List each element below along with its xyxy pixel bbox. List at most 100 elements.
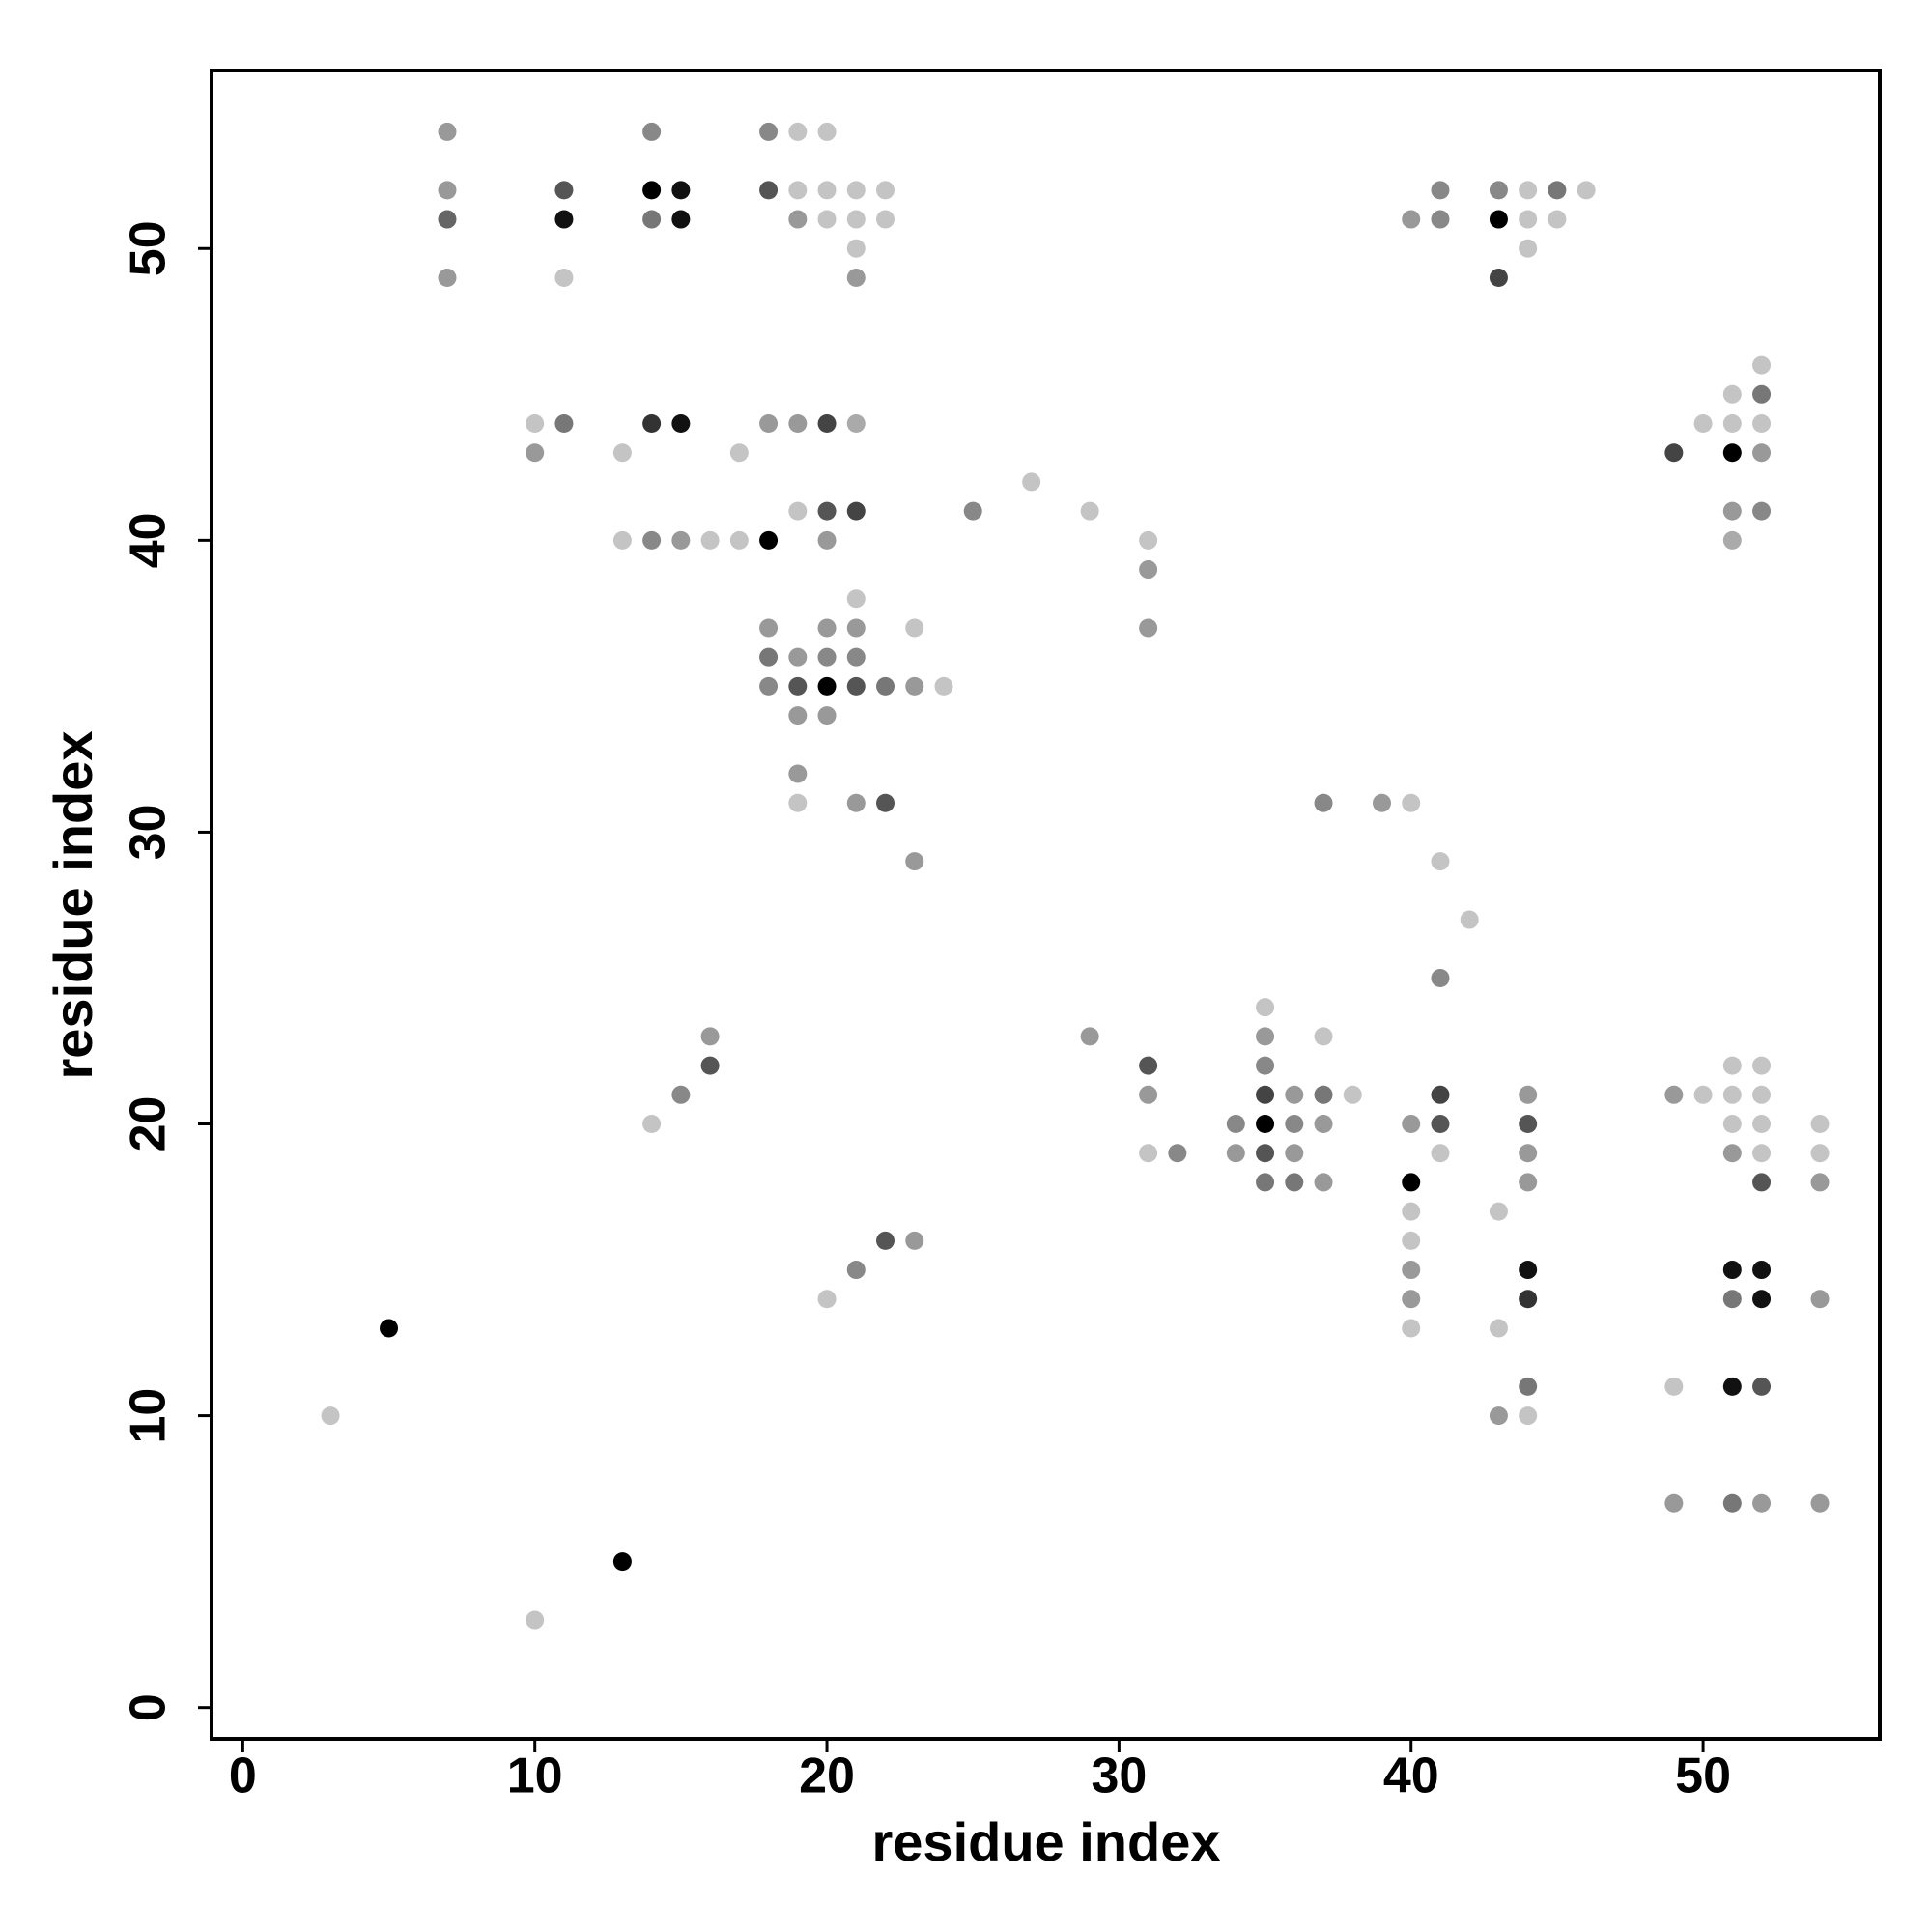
point xyxy=(1256,1173,1275,1192)
point xyxy=(1402,1261,1421,1280)
point xyxy=(1139,560,1158,580)
point xyxy=(1314,1173,1333,1192)
point xyxy=(1519,1144,1538,1163)
point xyxy=(729,530,749,550)
point xyxy=(1519,1173,1538,1192)
point xyxy=(1722,1493,1742,1513)
point xyxy=(759,181,779,200)
point xyxy=(905,1231,924,1250)
point xyxy=(876,1231,895,1250)
point xyxy=(1664,443,1684,463)
point xyxy=(642,181,662,200)
point xyxy=(1752,1290,1772,1309)
y-tick-label: 30 xyxy=(121,805,177,861)
point xyxy=(671,414,691,434)
point xyxy=(1752,1493,1772,1513)
point xyxy=(1752,1173,1772,1192)
point xyxy=(1519,1377,1538,1396)
point xyxy=(438,268,457,287)
point xyxy=(817,676,837,696)
point xyxy=(1314,793,1333,812)
y-tick-label: 50 xyxy=(121,220,177,276)
point xyxy=(1519,1085,1538,1104)
point xyxy=(1519,1406,1538,1426)
point xyxy=(438,210,457,229)
point xyxy=(1810,1144,1830,1163)
point xyxy=(1722,384,1742,404)
y-tick-label: 10 xyxy=(121,1388,177,1444)
point xyxy=(963,501,982,521)
point xyxy=(700,1027,720,1046)
point xyxy=(876,181,895,200)
point xyxy=(526,414,545,434)
point xyxy=(1722,1144,1742,1163)
x-tick-label: 10 xyxy=(507,1748,563,1804)
point xyxy=(1285,1144,1304,1163)
point xyxy=(1664,1377,1684,1396)
point xyxy=(642,122,662,141)
point xyxy=(671,181,691,200)
point xyxy=(817,181,837,200)
point xyxy=(759,647,779,667)
point xyxy=(817,210,837,229)
point xyxy=(876,210,895,229)
point xyxy=(729,443,749,463)
point xyxy=(788,676,808,696)
point xyxy=(1168,1144,1187,1163)
point xyxy=(1722,414,1742,434)
point xyxy=(1810,1173,1830,1192)
point xyxy=(1431,1115,1450,1134)
point xyxy=(1256,1144,1275,1163)
point xyxy=(817,1290,837,1309)
point xyxy=(1810,1115,1830,1134)
point xyxy=(788,122,808,141)
point xyxy=(817,414,837,434)
point xyxy=(846,618,866,638)
point xyxy=(1285,1085,1304,1104)
point xyxy=(1139,618,1158,638)
point xyxy=(321,1406,340,1426)
point xyxy=(846,676,866,696)
point xyxy=(817,647,837,667)
point xyxy=(612,443,632,463)
point xyxy=(612,530,632,550)
point xyxy=(1460,910,1479,929)
point xyxy=(1139,1056,1158,1075)
y-axis-title: residue index xyxy=(43,730,103,1079)
point xyxy=(788,210,808,229)
point xyxy=(1402,1202,1421,1221)
point xyxy=(1402,1231,1421,1250)
point xyxy=(1722,1261,1742,1280)
point xyxy=(1752,1056,1772,1075)
point xyxy=(1226,1115,1245,1134)
point xyxy=(1314,1115,1333,1134)
point xyxy=(642,414,662,434)
point xyxy=(1226,1144,1245,1163)
point xyxy=(846,501,866,521)
point xyxy=(1752,443,1772,463)
point xyxy=(1402,1319,1421,1338)
point xyxy=(554,181,574,200)
point xyxy=(1722,530,1742,550)
point xyxy=(642,530,662,550)
point xyxy=(1402,1115,1421,1134)
point xyxy=(1431,968,1450,987)
point xyxy=(1314,1027,1333,1046)
point xyxy=(1722,443,1742,463)
plot-frame xyxy=(210,69,1882,1741)
point xyxy=(1519,181,1538,200)
point xyxy=(1431,852,1450,871)
point xyxy=(1402,793,1421,812)
point xyxy=(1577,181,1596,200)
point xyxy=(1810,1493,1830,1513)
y-tick-label: 40 xyxy=(121,512,177,568)
point xyxy=(1519,1261,1538,1280)
point xyxy=(817,501,837,521)
point xyxy=(642,1115,662,1134)
point xyxy=(1285,1115,1304,1134)
point xyxy=(671,530,691,550)
point xyxy=(876,676,895,696)
point xyxy=(1402,1173,1421,1192)
point xyxy=(1402,210,1421,229)
